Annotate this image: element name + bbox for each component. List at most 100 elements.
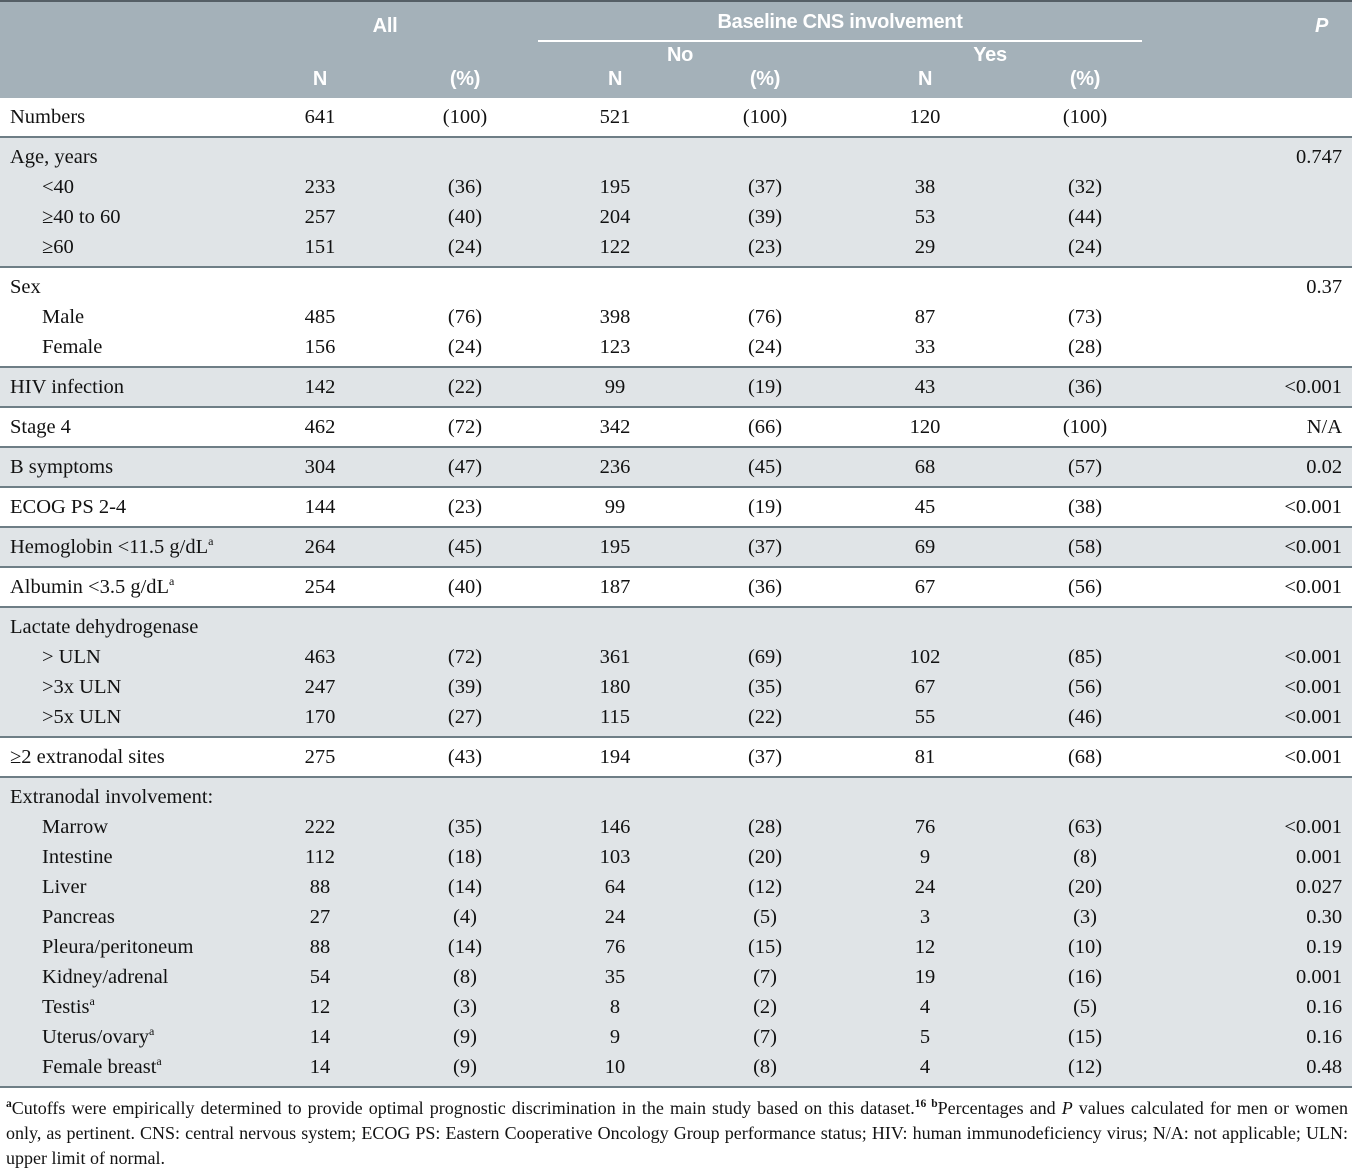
cell-no-n: 115 [530, 702, 701, 737]
cell-no-pct: (24) [700, 332, 831, 367]
cns-underline: Baseline CNS involvement [538, 11, 1143, 42]
cell-p [1150, 302, 1352, 332]
cell-all-n [240, 266, 400, 302]
cell-no-pct: (7) [700, 1022, 831, 1052]
cell-yes-pct: (36) [1020, 366, 1151, 407]
cell-no-pct: (37) [700, 172, 831, 202]
cell-all-pct [400, 136, 531, 172]
table-row: Lactate dehydrogenase [0, 606, 1352, 642]
cell-p: <0.001 [1150, 566, 1352, 607]
cell-yes-pct: (73) [1020, 302, 1151, 332]
row-label: Sex [0, 266, 240, 302]
header-no: No [530, 42, 831, 68]
cell-no-n: 64 [530, 872, 701, 902]
table-row: Marrow 222 (35) 146 (28) 76 (63) <0.001 [0, 812, 1352, 842]
cell-yes-n: 4 [830, 992, 1021, 1022]
row-label-superscript: a [156, 1054, 162, 1069]
cell-all-pct: (22) [400, 366, 531, 407]
row-label: ≥40 to 60 [0, 202, 240, 232]
cell-p [1150, 202, 1352, 232]
cell-no-n: 180 [530, 672, 701, 702]
cell-no-pct: (12) [700, 872, 831, 902]
row-label: ≥60 [0, 232, 240, 267]
cell-no-pct: (20) [700, 842, 831, 872]
header-no-n: N [530, 68, 701, 98]
row-label: >3x ULN [0, 672, 240, 702]
cell-all-pct: (14) [400, 872, 531, 902]
row-label: B symptoms [0, 446, 240, 487]
cell-yes-n: 24 [830, 872, 1021, 902]
cell-yes-pct: (58) [1020, 526, 1151, 567]
cell-p: 0.16 [1150, 992, 1352, 1022]
cell-yes-pct: (46) [1020, 702, 1151, 737]
cell-p [1150, 332, 1352, 367]
header-row-measures: N (%) N (%) N (%) [0, 68, 1352, 98]
cell-yes-n: 81 [830, 736, 1021, 777]
cell-yes-n: 69 [830, 526, 1021, 567]
cell-all-n: 485 [240, 302, 400, 332]
cell-yes-pct: (12) [1020, 1052, 1151, 1088]
cell-no-pct: (37) [700, 736, 831, 777]
cell-p [1150, 776, 1352, 812]
cell-yes-n: 53 [830, 202, 1021, 232]
cell-all-pct: (40) [400, 202, 531, 232]
row-label: ≥2 extranodal sites [0, 736, 240, 777]
cell-yes-n: 45 [830, 486, 1021, 527]
cell-yes-pct: (57) [1020, 446, 1151, 487]
cell-all-pct: (72) [400, 642, 531, 672]
cell-yes-pct: (56) [1020, 672, 1151, 702]
row-label: HIV infection [0, 366, 240, 407]
cell-no-pct [700, 136, 831, 172]
cell-no-n: 9 [530, 1022, 701, 1052]
table-row: Liver 88 (14) 64 (12) 24 (20) 0.027 [0, 872, 1352, 902]
cell-all-pct: (45) [400, 526, 531, 567]
row-label: Pancreas [0, 902, 240, 932]
cell-yes-n: 12 [830, 932, 1021, 962]
table-body: Numbers 641 (100) 521 (100) 120 (100) Age, year… [0, 98, 1352, 1088]
table-row: Intestine 112 (18) 103 (20) 9 (8) 0.001 [0, 842, 1352, 872]
cell-no-pct: (37) [700, 526, 831, 567]
table-row: Age, years 0.747 [0, 136, 1352, 172]
cell-no-pct: (2) [700, 992, 831, 1022]
cell-all-n: 275 [240, 736, 400, 777]
cell-all-pct: (14) [400, 932, 531, 962]
cell-all-n: 222 [240, 812, 400, 842]
cell-all-n: 14 [240, 1022, 400, 1052]
cell-yes-n [830, 136, 1021, 172]
cell-yes-pct: (85) [1020, 642, 1151, 672]
header-yes-n: N [830, 68, 1021, 98]
cell-p: 0.747 [1150, 136, 1352, 172]
cell-p: <0.001 [1150, 366, 1352, 407]
cell-no-n: 76 [530, 932, 701, 962]
cell-yes-pct: (63) [1020, 812, 1151, 842]
cell-no-pct [700, 606, 831, 642]
cell-p: 0.16 [1150, 1022, 1352, 1052]
cell-all-pct: (4) [400, 902, 531, 932]
cell-p: <0.001 [1150, 642, 1352, 672]
cell-all-pct: (27) [400, 702, 531, 737]
cell-no-n: 10 [530, 1052, 701, 1088]
cell-yes-pct [1020, 606, 1151, 642]
row-label: Testisa [0, 992, 240, 1022]
header-cns: Baseline CNS involvement [530, 1, 1151, 42]
cell-p: 0.30 [1150, 902, 1352, 932]
cell-no-pct: (15) [700, 932, 831, 962]
cell-p: 0.001 [1150, 842, 1352, 872]
cell-p [1150, 98, 1352, 137]
cell-p: <0.001 [1150, 486, 1352, 527]
cell-no-pct: (7) [700, 962, 831, 992]
cell-yes-pct: (44) [1020, 202, 1151, 232]
cell-yes-n: 120 [830, 98, 1021, 137]
cell-all-n: 264 [240, 526, 400, 567]
footnote-reference-16: 16 [914, 1098, 927, 1110]
cell-all-n: 462 [240, 406, 400, 447]
cell-all-n: 304 [240, 446, 400, 487]
cell-no-n: 35 [530, 962, 701, 992]
cell-all-n: 463 [240, 642, 400, 672]
cell-all-n: 112 [240, 842, 400, 872]
cell-yes-pct: (28) [1020, 332, 1151, 367]
cell-yes-n: 3 [830, 902, 1021, 932]
header-row-groups: All Baseline CNS involvement P [0, 1, 1352, 42]
cell-yes-n: 102 [830, 642, 1021, 672]
cell-no-n: 8 [530, 992, 701, 1022]
